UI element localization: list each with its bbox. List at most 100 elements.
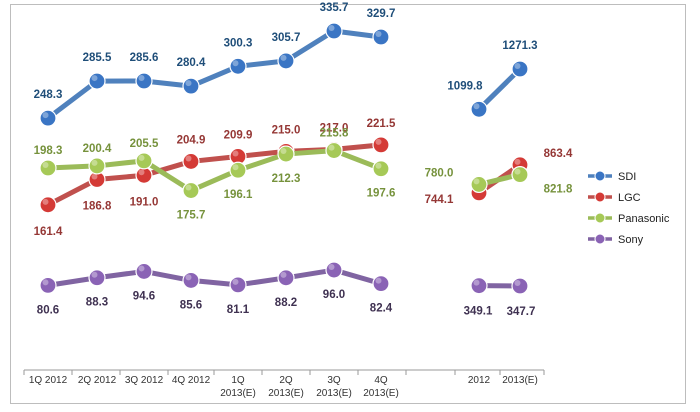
data-label-panasonic-g0-5: 212.3 xyxy=(272,173,301,185)
point-sony-g0-3 xyxy=(182,271,200,290)
point-highlight-sdi-g0-6 xyxy=(328,25,335,31)
data-label-lgc-g0-4: 209.9 xyxy=(224,129,253,141)
data-label-sdi-g0-5: 305.7 xyxy=(272,32,301,44)
data-label-sdi-g1-0: 1099.8 xyxy=(447,80,483,92)
point-lgc-g0-7 xyxy=(372,136,390,154)
point-lgc-g0-2 xyxy=(135,166,153,184)
x-tick-label-4q-2012: 4Q 2012 xyxy=(172,375,211,386)
data-label-panasonic-g1-0: 780.0 xyxy=(425,167,454,179)
point-highlight-sdi-g1-0 xyxy=(473,103,480,110)
point-highlight-panasonic-g1-0 xyxy=(473,178,480,185)
point-highlight-lgc-g0-1 xyxy=(91,173,98,180)
point-highlight-sdi-g0-5 xyxy=(280,54,287,61)
data-label-sony-g0-2: 94.6 xyxy=(133,290,155,302)
point-highlight-sony-g0-6 xyxy=(328,264,335,271)
point-highlight-sony-g0-7 xyxy=(375,277,382,284)
data-label-panasonic-g0-6: 215.8 xyxy=(320,128,349,140)
point-sdi-g0-5 xyxy=(277,52,295,70)
point-sony-g0-0 xyxy=(39,276,57,295)
point-highlight-sony-g0-0 xyxy=(42,279,49,286)
series-line-sdi-g1 xyxy=(476,66,523,112)
data-label-sdi-g0-1: 285.5 xyxy=(83,52,112,64)
point-panasonic-g0-6 xyxy=(325,141,343,160)
point-highlight-sony-g0-3 xyxy=(185,274,192,281)
point-panasonic-g0-5 xyxy=(277,145,295,163)
point-highlight-sony-g0-1 xyxy=(91,271,98,278)
data-label-sony-g1-0: 349.1 xyxy=(464,306,493,318)
point-sony-g0-5 xyxy=(277,269,295,287)
point-highlight-sdi-g0-7 xyxy=(375,30,382,37)
x-tick-label-1q: 1Q xyxy=(231,375,245,386)
data-label-lgc-g0-0: 161.4 xyxy=(34,226,63,238)
point-panasonic-g1-0 xyxy=(470,175,488,194)
data-label-panasonic-g0-7: 197.6 xyxy=(367,188,396,200)
x-tick-label-1q-2012: 1Q 2012 xyxy=(29,375,68,386)
point-highlight-lgc-g0-4 xyxy=(232,150,239,157)
x-tick-label-4q: 4Q xyxy=(374,375,388,386)
point-sony-g0-7 xyxy=(372,275,390,293)
point-sdi-g0-7 xyxy=(372,28,390,46)
point-highlight-sony-g1-1 xyxy=(514,280,521,286)
point-sony-g0-6 xyxy=(325,261,343,279)
point-highlight-panasonic-g0-4 xyxy=(232,164,239,171)
legend-label-sony: Sony xyxy=(618,234,644,246)
legend-label-sdi: SDI xyxy=(618,171,636,183)
point-highlight-panasonic-g0-7 xyxy=(375,162,382,169)
data-label-panasonic-g0-1: 200.4 xyxy=(83,143,112,155)
point-highlight-lgc-g0-3 xyxy=(185,155,192,162)
point-sdi-g0-2 xyxy=(135,72,153,90)
x-tick-label-2013-e-line2: 2013(E) xyxy=(268,388,304,399)
legend-marker-panasonic xyxy=(594,212,606,224)
point-lgc-g0-0 xyxy=(39,196,57,214)
x-tick-label-2013-e-line2: 2013(E) xyxy=(363,388,399,399)
data-label-lgc-g0-6: 217.0 xyxy=(320,122,349,134)
point-highlight-lgc-g0-0 xyxy=(42,198,49,205)
point-sdi-g1-1 xyxy=(511,60,529,78)
point-sony-g0-4 xyxy=(229,276,247,294)
point-highlight-sdi-g0-0 xyxy=(42,112,49,119)
point-panasonic-g0-3 xyxy=(182,181,200,200)
point-highlight-panasonic-g0-5 xyxy=(280,148,287,155)
point-highlight-panasonic-g0-0 xyxy=(42,162,49,169)
x-tick-label-3q: 3Q xyxy=(327,375,341,386)
point-highlight-sony-g1-0 xyxy=(473,279,480,286)
data-label-sony-g1-1: 347.7 xyxy=(507,306,536,318)
point-panasonic-g1-1 xyxy=(511,166,529,184)
point-panasonic-g0-1 xyxy=(88,157,106,175)
point-sony-g0-1 xyxy=(88,269,106,287)
point-highlight-sdi-g0-4 xyxy=(232,60,239,67)
point-sdi-g0-4 xyxy=(229,57,247,75)
point-highlight-panasonic-g1-1 xyxy=(514,168,521,175)
data-label-sony-g0-7: 82.4 xyxy=(370,303,393,315)
point-sony-g1-1 xyxy=(511,277,529,295)
data-label-sdi-g0-7: 329.7 xyxy=(367,8,396,20)
point-panasonic-g0-7 xyxy=(372,160,390,178)
point-sdi-g0-1 xyxy=(88,72,106,90)
point-panasonic-g0-2 xyxy=(135,152,153,170)
point-sdi-g0-3 xyxy=(182,77,200,95)
point-highlight-panasonic-g0-6 xyxy=(328,144,335,151)
x-tick-label-2013-e-line2: 2013(E) xyxy=(220,388,256,399)
data-label-lgc-g0-1: 186.8 xyxy=(83,200,112,212)
data-label-lgc-g0-7: 221.5 xyxy=(367,118,396,130)
point-highlight-panasonic-g0-1 xyxy=(91,159,98,166)
data-label-lgc-g0-2: 191.0 xyxy=(130,196,159,208)
data-label-lgc-g1-1: 863.4 xyxy=(544,148,573,160)
data-label-sdi-g1-1: 1271.3 xyxy=(502,40,537,52)
data-label-sdi-g0-3: 280.4 xyxy=(177,57,206,69)
point-highlight-sdi-g0-3 xyxy=(185,80,192,87)
point-highlight-sony-g0-4 xyxy=(232,278,239,285)
point-highlight-sony-g0-5 xyxy=(280,271,287,278)
data-label-sdi-g0-6: 335.7 xyxy=(320,2,349,14)
point-sdi-g0-6 xyxy=(325,22,343,40)
x-tick-label-2013-e: 2013(E) xyxy=(502,375,538,386)
legend-marker-lgc xyxy=(594,191,606,203)
point-highlight-lgc-g0-2 xyxy=(138,169,145,176)
point-highlight-sdi-g1-1 xyxy=(514,63,521,69)
point-sdi-g0-0 xyxy=(39,109,57,127)
data-label-sony-g0-5: 88.2 xyxy=(275,297,297,309)
x-tick-label-2012: 2012 xyxy=(468,375,491,386)
point-highlight-sdi-g0-1 xyxy=(91,75,98,82)
data-label-panasonic-g0-4: 196.1 xyxy=(224,189,253,201)
